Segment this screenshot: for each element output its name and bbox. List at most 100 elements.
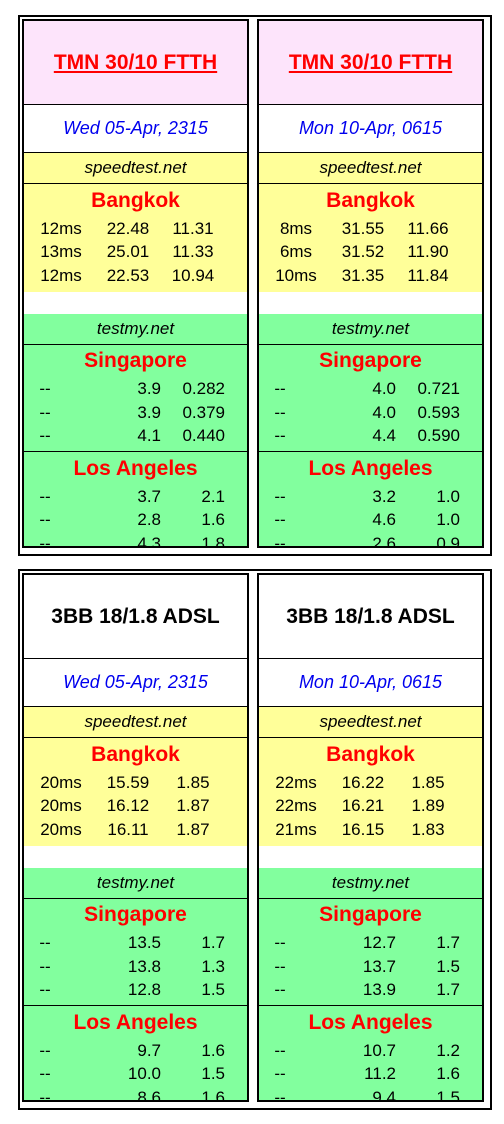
upload-value: 0.590 bbox=[417, 426, 460, 446]
speedtest-site-label: speedtest.net bbox=[84, 712, 187, 731]
download-value: 9.4 bbox=[372, 1087, 396, 1102]
ping-value: -- bbox=[274, 486, 286, 506]
upload-value: 1.7 bbox=[201, 933, 225, 953]
result-row: 22ms 16.22 1.85 bbox=[259, 771, 482, 795]
panel-title: 3BB 18/1.8 ADSL bbox=[259, 575, 482, 659]
download-value: 3.9 bbox=[137, 379, 161, 399]
download-value: 13.7 bbox=[362, 956, 396, 976]
result-panel: 3BB 18/1.8 ADSL Wed 05-Apr, 2315 speedtest… bbox=[22, 573, 249, 1102]
download-value: 2.8 bbox=[137, 510, 161, 530]
download-value: 16.11 bbox=[107, 819, 149, 839]
result-row: -- 3.9 0.379 bbox=[24, 401, 247, 425]
city-label: Singapore bbox=[84, 903, 187, 926]
ping-value: 20ms bbox=[40, 796, 82, 816]
ping-value: 12ms bbox=[40, 265, 82, 285]
ping-value: -- bbox=[39, 510, 51, 530]
upload-value: 2.1 bbox=[201, 486, 225, 506]
testmy-section: testmy.net Singapore -- 13.5 1.7 -- 13.8 1.3 -- 1… bbox=[24, 867, 247, 1102]
download-value: 15.59 bbox=[106, 772, 150, 792]
ping-value: 12ms bbox=[40, 218, 82, 238]
ping-value: -- bbox=[274, 402, 286, 422]
ping-value: 13ms bbox=[40, 242, 82, 262]
ping-value: 6ms bbox=[279, 242, 313, 262]
download-value: 13.9 bbox=[362, 980, 396, 1000]
result-row: -- 4.0 0.721 bbox=[259, 378, 482, 402]
ping-value: -- bbox=[274, 1064, 286, 1084]
testmy-site-label: testmy.net bbox=[331, 872, 410, 892]
upload-value: 1.3 bbox=[201, 956, 225, 976]
ping-value: -- bbox=[39, 933, 51, 953]
ping-value: 22ms bbox=[275, 772, 317, 792]
location-block: Los Angeles -- 10.7 1.2 -- 11.2 1.6 -- 9.4 1.5 bbox=[259, 1005, 482, 1102]
result-row: -- 3.9 0.282 bbox=[24, 378, 247, 402]
download-value: 4.0 bbox=[372, 402, 396, 422]
location-block: Los Angeles -- 3.2 1.0 -- 4.6 1.0 -- 2.6 0.9 bbox=[259, 451, 482, 548]
download-value: 9.7 bbox=[137, 1040, 161, 1060]
download-value: 4.1 bbox=[137, 426, 161, 446]
result-row: -- 2.8 1.6 bbox=[24, 509, 247, 533]
test-date: Mon 10-Apr, 0615 bbox=[259, 659, 482, 706]
download-value: 16.22 bbox=[341, 772, 385, 792]
result-row: 20ms 16.11 1.87 bbox=[24, 818, 247, 842]
ping-value: 22ms bbox=[275, 796, 317, 816]
download-value: 22.48 bbox=[106, 218, 150, 238]
result-row: -- 12.8 1.5 bbox=[24, 979, 247, 1003]
download-value: 12.7 bbox=[362, 933, 396, 953]
upload-value: 1.85 bbox=[176, 772, 210, 792]
upload-value: 1.0 bbox=[436, 510, 460, 530]
result-row: 12ms 22.53 10.94 bbox=[24, 264, 247, 288]
location-block: Singapore -- 3.9 0.282 -- 3.9 0.379 -- 4.1 0.440 bbox=[24, 343, 247, 452]
upload-value: 0.379 bbox=[182, 402, 225, 422]
location-block: Singapore -- 13.5 1.7 -- 13.8 1.3 -- 12.8 1.5 bbox=[24, 897, 247, 1006]
result-row: 6ms 31.52 11.90 bbox=[259, 241, 482, 265]
upload-value: 1.6 bbox=[201, 510, 225, 530]
ping-value: -- bbox=[39, 533, 51, 548]
ping-value: -- bbox=[274, 510, 286, 530]
result-panel: TMN 30/10 FTTH Wed 05-Apr, 2315 speedtest.… bbox=[22, 19, 249, 548]
city-label: Bangkok bbox=[326, 188, 415, 212]
section-spacer bbox=[24, 291, 247, 314]
panel-title: TMN 30/10 FTTH bbox=[259, 21, 482, 105]
result-row: -- 10.0 1.5 bbox=[24, 1063, 247, 1087]
upload-value: 0.9 bbox=[436, 533, 460, 548]
upload-value: 1.7 bbox=[436, 980, 460, 1000]
adsl-comparison-group: 3BB 18/1.8 ADSL Wed 05-Apr, 2315 speedtest… bbox=[18, 569, 492, 1110]
result-row: -- 9.4 1.5 bbox=[259, 1086, 482, 1102]
city-label: Singapore bbox=[319, 349, 422, 372]
city-label: Los Angeles bbox=[308, 1010, 433, 1034]
upload-value: 11.31 bbox=[172, 218, 214, 238]
testmy-site-label: testmy.net bbox=[331, 318, 410, 338]
section-spacer bbox=[259, 291, 482, 314]
upload-value: 1.5 bbox=[201, 1064, 225, 1084]
city-label: Los Angeles bbox=[73, 1010, 198, 1034]
download-value: 4.6 bbox=[372, 510, 396, 530]
result-row: -- 2.6 0.9 bbox=[259, 532, 482, 548]
download-value: 31.35 bbox=[341, 265, 385, 285]
ping-value: -- bbox=[39, 1087, 51, 1102]
result-row: 10ms 31.35 11.84 bbox=[259, 264, 482, 288]
result-row: -- 4.1 0.440 bbox=[24, 425, 247, 449]
bangkok-block: Bangkok 22ms 16.22 1.85 22ms 16.21 1.89 21ms 16.… bbox=[259, 737, 482, 846]
ping-value: -- bbox=[39, 956, 51, 976]
ping-value: -- bbox=[274, 956, 286, 976]
download-value: 16.21 bbox=[341, 796, 385, 816]
speedtest-site-label: speedtest.net bbox=[319, 158, 422, 177]
upload-value: 1.6 bbox=[201, 1087, 225, 1102]
test-date: Mon 10-Apr, 0615 bbox=[259, 105, 482, 152]
bangkok-block: Bangkok 20ms 15.59 1.85 20ms 16.12 1.87 20ms 16.… bbox=[24, 737, 247, 846]
upload-value: 1.83 bbox=[411, 819, 445, 839]
ping-value: -- bbox=[39, 980, 51, 1000]
bangkok-block: Bangkok 12ms 22.48 11.31 13ms 25.01 11.33 12ms 2… bbox=[24, 183, 247, 292]
download-value: 13.5 bbox=[127, 933, 161, 953]
section-spacer bbox=[259, 845, 482, 868]
result-row: 8ms 31.55 11.66 bbox=[259, 217, 482, 241]
download-value: 16.15 bbox=[341, 819, 385, 839]
result-row: 20ms 16.12 1.87 bbox=[24, 795, 247, 819]
upload-value: 1.5 bbox=[201, 980, 225, 1000]
download-value: 10.7 bbox=[362, 1040, 396, 1060]
testmy-section: testmy.net Singapore -- 12.7 1.7 -- 13.7 1.5 -- 1… bbox=[259, 867, 482, 1102]
upload-value: 1.7 bbox=[436, 933, 460, 953]
speedtest-section: speedtest.net Bangkok 8ms 31.55 11.66 6ms 31.5… bbox=[259, 152, 482, 292]
city-label: Bangkok bbox=[91, 188, 180, 212]
result-row: -- 13.5 1.7 bbox=[24, 932, 247, 956]
